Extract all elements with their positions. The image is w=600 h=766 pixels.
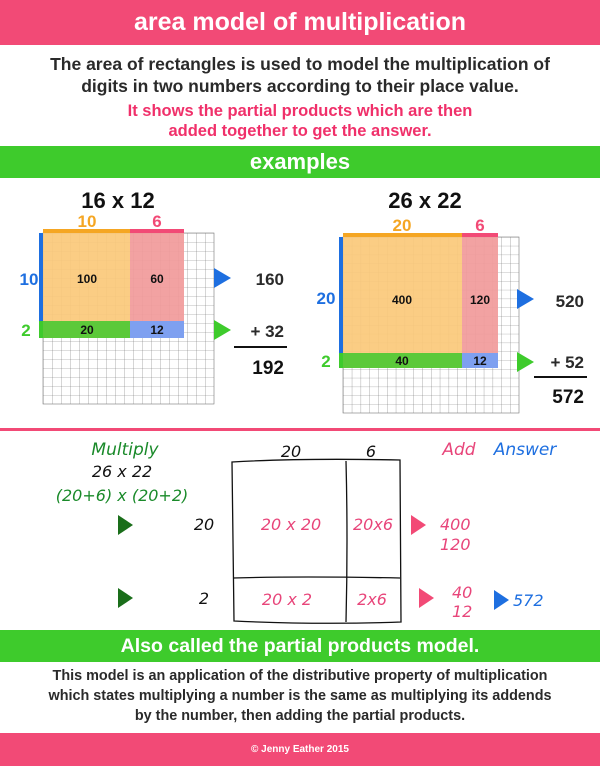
examples-banner: examples xyxy=(0,146,600,178)
example2-top-tens-label: 20 xyxy=(393,216,412,235)
add-label: Add xyxy=(441,440,475,460)
add2-arrow-icon xyxy=(419,588,434,608)
distributive-explanation: This model is an application of the dist… xyxy=(0,666,600,726)
example1-ones-tens-block xyxy=(43,321,130,338)
explanation-line-1: This model is an application of the dist… xyxy=(52,668,548,684)
intro-line-2: digits in two numbers according to their… xyxy=(81,76,519,96)
example2-title: 26 x 22 xyxy=(388,188,461,213)
also-called-text: Also called the partial products model. xyxy=(120,635,480,657)
multiply-label: Multiply xyxy=(91,440,159,460)
cell-2x6: 2x6 xyxy=(357,590,387,609)
final-answer: 572 xyxy=(513,591,544,610)
example2-cell-12: 12 xyxy=(473,354,487,368)
example1-total: 192 xyxy=(252,358,284,379)
explanation-line-2: which states multiplying a number is the… xyxy=(48,688,552,704)
copyright-text: © Jenny Eather 2015 xyxy=(251,744,349,755)
example2-arrow-2-icon xyxy=(517,352,534,372)
expanded-form: (20+6) x (20+2) xyxy=(56,486,189,505)
example1-cell-60: 60 xyxy=(150,272,164,286)
example1-cell-100: 100 xyxy=(77,272,97,286)
row2-arrow-icon xyxy=(118,588,133,608)
example1-cell-20: 20 xyxy=(80,323,94,337)
example1-title: 16 x 12 xyxy=(81,188,154,213)
row-label-20: 20 xyxy=(194,515,214,534)
example1-ones-ones-block xyxy=(130,321,184,338)
examples-diagram: 16 x 12 10 6 10 2 100 60 20 12 160 + 32 … xyxy=(20,188,587,414)
example1-sum-2: + 32 xyxy=(250,322,284,341)
intro-highlight: It shows the partial products which are … xyxy=(0,101,600,141)
worked-outer-box xyxy=(231,458,402,624)
example1-arrow-2-icon xyxy=(214,320,231,340)
page-title: area model of multiplication xyxy=(134,8,466,36)
example1-top-ones-label: 6 xyxy=(152,212,161,231)
example2-cell-120: 120 xyxy=(470,293,490,307)
intro-highlight-line-2: added together to get the answer. xyxy=(168,122,432,140)
example2-sum-2: + 52 xyxy=(550,353,584,372)
title-banner: area model of multiplication xyxy=(0,0,600,45)
column-label-6: 6 xyxy=(366,442,376,461)
row1-arrow-icon xyxy=(118,515,133,535)
add-value-40: 40 xyxy=(452,583,472,602)
example1-sum-1: 160 xyxy=(256,270,284,289)
example2-cell-40: 40 xyxy=(395,354,409,368)
row-label-2: 2 xyxy=(199,589,209,608)
add-value-12: 12 xyxy=(452,602,472,621)
example1-arrow-1-icon xyxy=(214,268,231,288)
also-called-banner: Also called the partial products model. xyxy=(0,630,600,662)
add1-arrow-icon xyxy=(411,515,426,535)
cell-20x2: 20 x 2 xyxy=(262,590,312,609)
add-value-400: 400 xyxy=(440,515,471,534)
worked-column-divider xyxy=(345,460,348,623)
copyright-bar: © Jenny Eather 2015 xyxy=(0,733,600,766)
example1-tens-tens-block xyxy=(43,233,130,321)
example2-sum-1: 520 xyxy=(556,292,584,311)
cell-20x6: 20x6 xyxy=(353,515,393,534)
answer-label: Answer xyxy=(493,440,558,460)
multiply-problem: 26 x 22 xyxy=(92,462,152,481)
explanation-line-3: by the number, then adding the partial p… xyxy=(134,708,466,724)
add-value-120: 120 xyxy=(440,535,471,554)
cell-20x20: 20 x 20 xyxy=(261,515,321,534)
example1-cell-12: 12 xyxy=(150,323,164,337)
example2-cell-400: 400 xyxy=(392,293,412,307)
example1-side-ones-label: 2 xyxy=(21,321,30,340)
example2-tens-tens-block xyxy=(343,237,462,353)
example1-tens-ones-block xyxy=(130,233,184,321)
worked-row-divider xyxy=(232,576,401,579)
example2-side-tens-label: 20 xyxy=(317,289,336,308)
worked-example-diagram: Multiply 26 x 22 (20+6) x (20+2) 20 6 20… xyxy=(56,440,558,624)
answer-arrow-icon xyxy=(494,590,509,610)
example2-top-ones-label: 6 xyxy=(475,216,484,235)
examples-heading: examples xyxy=(249,149,351,174)
example2-total: 572 xyxy=(552,387,584,408)
section-divider xyxy=(0,428,600,431)
example2-ones-ones-block xyxy=(462,353,498,368)
example2-ones-tens-block xyxy=(343,353,462,368)
intro-highlight-line-1: It shows the partial products which are … xyxy=(127,102,473,120)
intro-line-1: The area of rectangles is used to model … xyxy=(50,54,550,74)
example2-tens-ones-block xyxy=(462,237,498,353)
example1-top-tens-label: 10 xyxy=(78,212,97,231)
intro-text: The area of rectangles is used to model … xyxy=(0,53,600,97)
example2-arrow-1-icon xyxy=(517,289,534,309)
column-label-20: 20 xyxy=(281,442,301,461)
example1-side-tens-label: 10 xyxy=(20,270,39,289)
example2-side-ones-label: 2 xyxy=(321,352,330,371)
